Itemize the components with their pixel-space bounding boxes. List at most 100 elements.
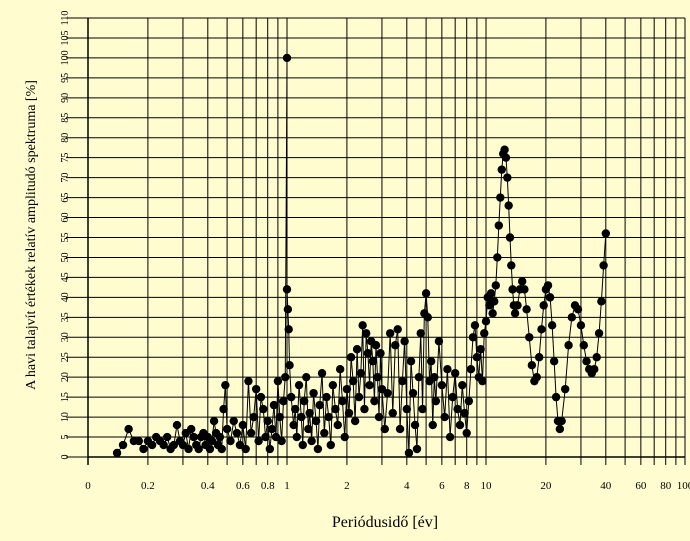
series-segment (553, 361, 557, 398)
x-tick-label: 6 (439, 480, 445, 492)
data-point (431, 396, 441, 406)
data-point (464, 396, 474, 406)
series-segment (221, 409, 225, 450)
data-point (315, 400, 324, 410)
data-point (376, 349, 385, 358)
data-point (279, 396, 288, 406)
y-tick-label: 5 (60, 435, 71, 440)
series-segment (427, 317, 430, 382)
data-point (418, 404, 427, 414)
series-segment (459, 385, 463, 426)
series-segment (564, 345, 570, 390)
series-segment (253, 389, 257, 418)
data-point (527, 361, 537, 370)
data-point (189, 432, 198, 442)
y-tick-label: 45 (60, 272, 71, 282)
data-point (455, 420, 465, 430)
data-point (448, 392, 457, 402)
data-point (520, 285, 529, 294)
data-point (320, 428, 329, 438)
data-point (249, 412, 258, 422)
series-segment (288, 329, 291, 366)
data-point (356, 368, 366, 378)
data-point (365, 380, 374, 390)
series-segment (245, 381, 249, 450)
series-segment (454, 373, 459, 410)
data-point (277, 436, 286, 446)
data-point (297, 412, 306, 422)
data-point (462, 428, 471, 438)
data-point (263, 416, 272, 426)
y-tick-label: 95 (60, 73, 71, 83)
series-segment (420, 333, 424, 410)
data-point (207, 436, 217, 446)
data-point (363, 349, 373, 358)
y-axis-title: A havi talajvít értékek relatív amplitud… (24, 80, 39, 390)
data-point (470, 321, 480, 330)
data-point (491, 281, 500, 290)
x-tick-label: 0.6 (236, 480, 250, 492)
data-point (385, 329, 395, 338)
data-point (480, 329, 489, 338)
series-segment (422, 313, 425, 410)
data-point (383, 388, 392, 398)
data-point (282, 53, 292, 63)
series-segment (328, 417, 332, 446)
series-segment (508, 205, 511, 238)
data-point (159, 440, 168, 450)
data-point (147, 440, 157, 450)
series-segment (387, 333, 391, 394)
data-point (437, 380, 447, 390)
data-point (289, 420, 298, 430)
data-point (525, 333, 534, 342)
series-segment (438, 341, 443, 386)
y-tick-label: 75 (60, 153, 71, 163)
series-segment (446, 369, 451, 438)
y-tick-label: 20 (60, 372, 71, 382)
series-segment (406, 409, 410, 454)
data-point (259, 404, 268, 414)
series-segment (273, 405, 277, 438)
data-point (537, 325, 546, 334)
series-segment (600, 265, 605, 302)
y-tick-label: 65 (60, 193, 71, 203)
series-segment (603, 233, 607, 266)
y-tick-label: 35 (60, 312, 71, 322)
data-point (476, 345, 485, 354)
series-segment (341, 401, 346, 438)
data-point (139, 444, 148, 454)
series-segment (509, 237, 512, 266)
series-segment (363, 333, 367, 410)
data-point (402, 404, 412, 414)
data-point (517, 277, 527, 286)
data-point (481, 317, 491, 326)
series-segment (362, 325, 365, 410)
series-segment (528, 337, 533, 366)
data-point (348, 376, 358, 386)
series-segment (319, 373, 323, 406)
data-point (292, 432, 301, 442)
data-point (599, 261, 608, 270)
series-segment (373, 345, 377, 402)
data-point (205, 444, 215, 454)
data-point (545, 293, 555, 302)
data-point (494, 221, 504, 230)
data-point (414, 372, 424, 382)
axes (87, 18, 685, 465)
data-point (534, 353, 544, 362)
data-point (555, 424, 565, 434)
series-segment (506, 177, 510, 206)
data-point (162, 432, 172, 442)
x-tick-label: 60 (635, 480, 647, 492)
data-point (219, 404, 228, 414)
data-point (344, 408, 354, 418)
data-point (486, 289, 496, 298)
y-tick-label: 90 (60, 93, 71, 103)
data-point (261, 432, 270, 442)
x-tick-label: 1 (284, 480, 290, 492)
data-point (539, 301, 548, 310)
data-point (313, 444, 323, 454)
series-segment (561, 389, 566, 422)
y-tick-label: 55 (60, 233, 71, 243)
